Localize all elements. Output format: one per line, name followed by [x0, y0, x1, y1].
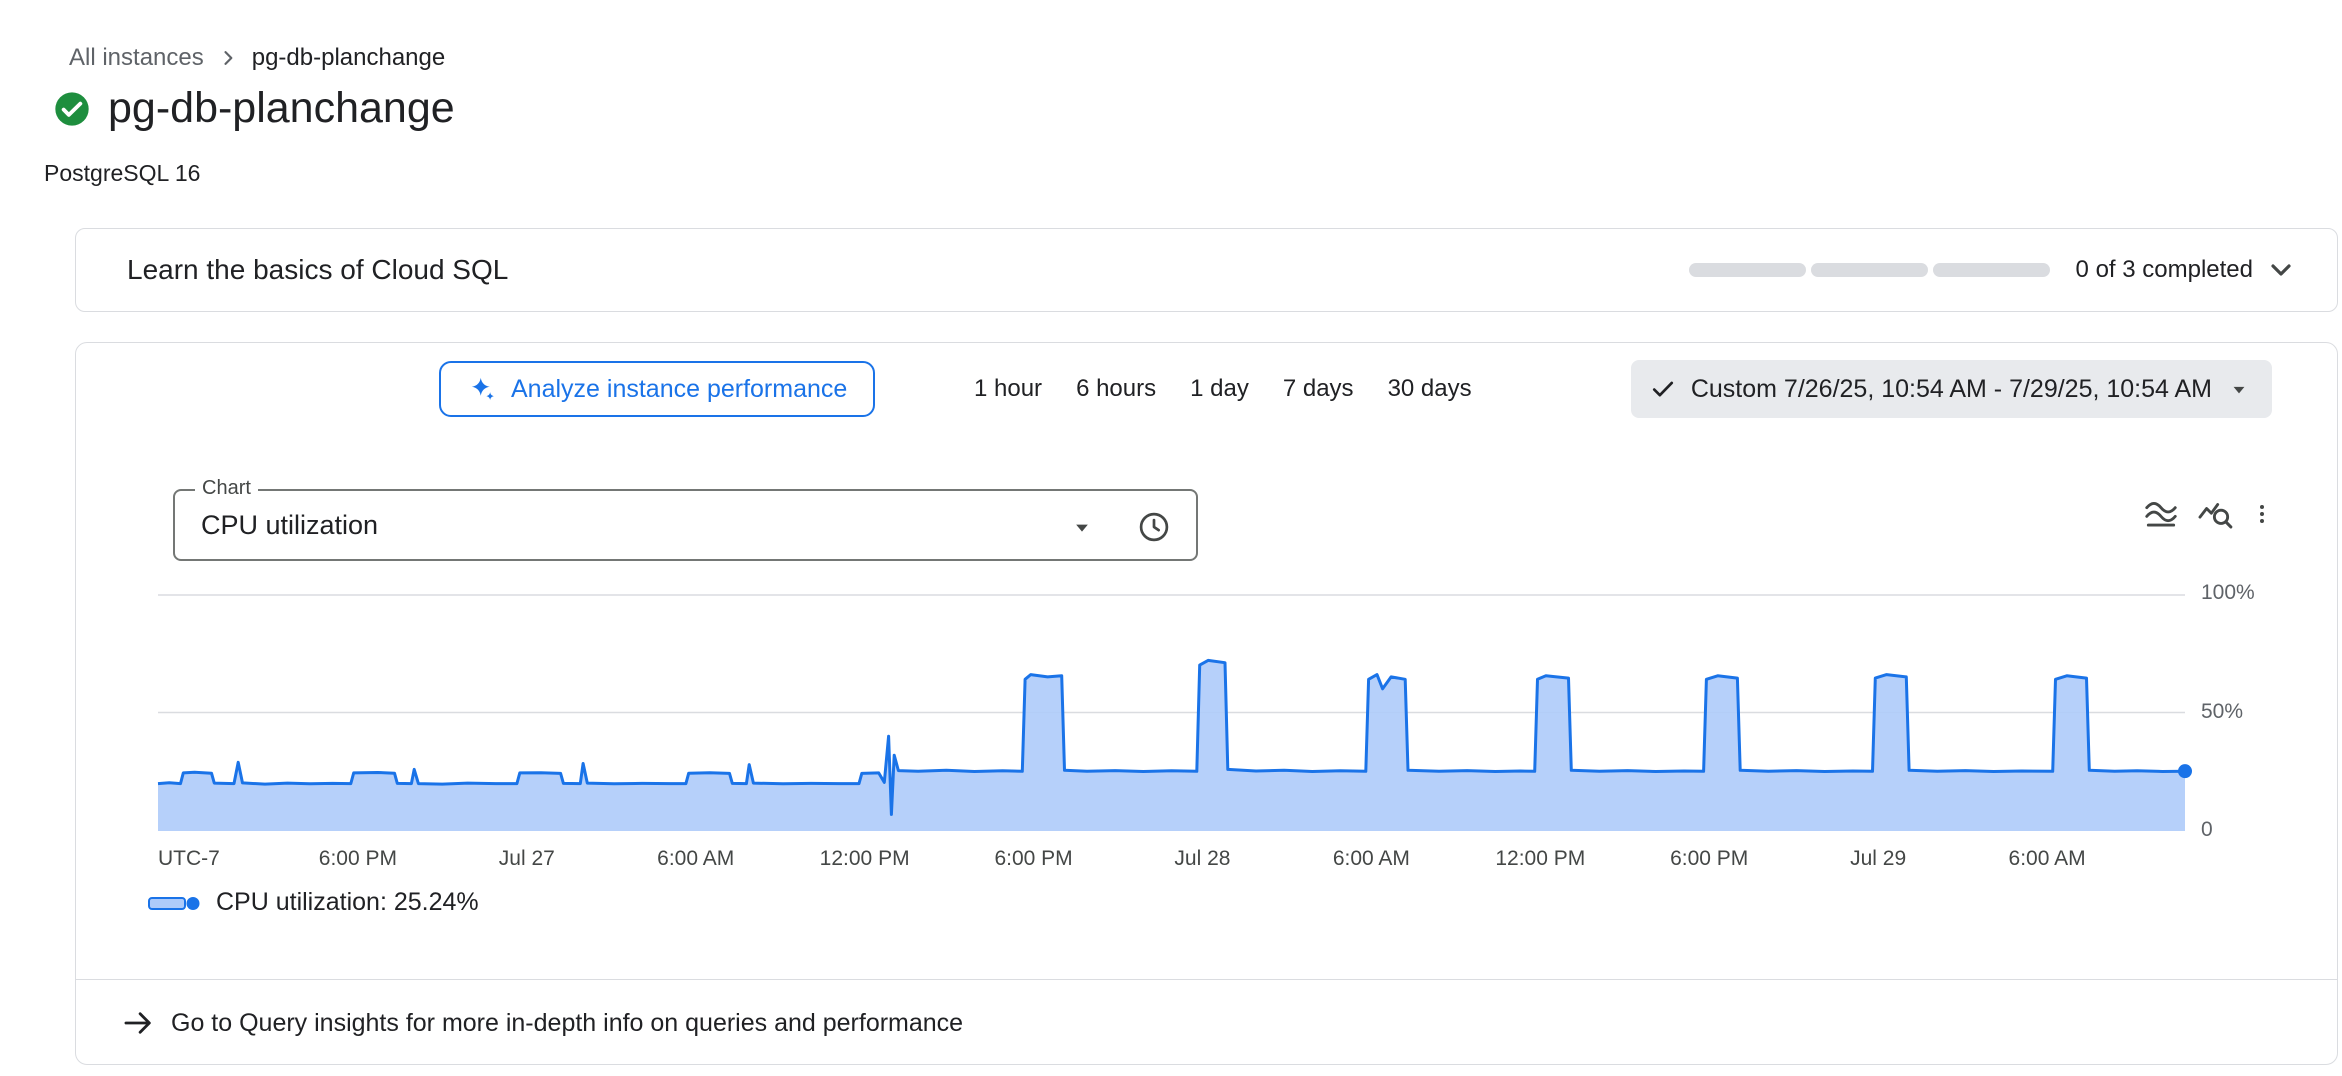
y-axis-labels: 100% 50% 0 [2201, 581, 2291, 841]
y-axis-label: 50% [2201, 699, 2244, 723]
legend-label: CPU utilization: 25.24% [216, 888, 479, 916]
range-30-days[interactable]: 30 days [1387, 375, 1472, 402]
query-insights-label: Go to Query insights for more in-depth i… [171, 1008, 964, 1037]
learn-basics-card: Learn the basics of Cloud SQL 0 of 3 com… [75, 228, 2338, 312]
clock-icon[interactable] [1136, 509, 1172, 545]
progress-text: 0 of 3 completed [2075, 256, 2253, 283]
range-7-days[interactable]: 7 days [1282, 375, 1354, 402]
x-axis-label: UTC-7 [158, 847, 220, 870]
breadcrumb: All instances pg-db-planchange [69, 44, 445, 72]
x-axis-label: Jul 29 [1850, 847, 1907, 870]
y-axis-label: 0 [2201, 818, 2213, 841]
cpu-utilization-chart [157, 594, 2192, 831]
dropdown-arrow-icon [2233, 386, 2245, 394]
chevron-right-icon [224, 51, 233, 65]
chart-select-value: CPU utilization [201, 509, 379, 540]
progress-segment [1810, 263, 1928, 277]
check-icon [1652, 381, 1673, 397]
range-1-day[interactable]: 1 day [1190, 375, 1249, 402]
x-axis-label: 6:00 AM [1332, 847, 1410, 870]
divider [76, 979, 2337, 980]
chart-toolbar [2142, 495, 2274, 533]
x-axis-label: 6:00 PM [1670, 847, 1749, 870]
x-axis-label: 6:00 PM [318, 847, 397, 870]
cpu-area-path [158, 660, 2185, 831]
custom-range-label: Custom 7/26/25, 10:54 AM - 7/29/25, 10:5… [1690, 374, 2212, 403]
cpu-line-path [157, 658, 2186, 816]
breadcrumb-current: pg-db-planchange [251, 44, 446, 71]
x-axis-label: 6:00 PM [994, 847, 1073, 870]
analyze-performance-label: Analyze instance performance [511, 374, 848, 403]
progress-segment [1932, 263, 2050, 277]
x-axis-label: 6:00 AM [657, 847, 735, 870]
range-1-hour[interactable]: 1 hour [974, 375, 1043, 402]
progress-segment [1688, 263, 1806, 277]
chevron-down-icon[interactable] [2265, 254, 2297, 286]
cpu-utilization-plot-area[interactable] [157, 594, 2192, 831]
title-row: pg-db-planchange [52, 84, 455, 133]
database-version: PostgreSQL 16 [44, 160, 201, 186]
select-caret-icon [1076, 524, 1088, 532]
chart-select-label: Chart [195, 477, 258, 500]
x-axis-label: 6:00 AM [2008, 847, 2086, 870]
custom-range-selector[interactable]: Custom 7/26/25, 10:54 AM - 7/29/25, 10:5… [1630, 360, 2272, 418]
x-axis-label: Jul 27 [498, 847, 555, 870]
chart-metric-select[interactable]: Chart CPU utilization [173, 477, 1198, 561]
more-options-icon[interactable] [2250, 495, 2274, 533]
range-6-hours[interactable]: 6 hours [1076, 375, 1157, 402]
x-axis-label: Jul 28 [1174, 847, 1231, 870]
chart-legend: CPU utilization: 25.24% [148, 888, 479, 917]
instance-running-status-icon [55, 91, 89, 126]
analyze-performance-button[interactable]: Analyze instance performance [439, 361, 876, 417]
query-insights-link[interactable]: Go to Query insights for more in-depth i… [121, 980, 963, 1066]
time-range-selector: 1 hour 6 hours 1 day 7 days 30 days [974, 361, 1472, 417]
breadcrumb-all-instances[interactable]: All instances [69, 44, 204, 71]
waves-icon[interactable] [2142, 495, 2180, 533]
arrow-forward-icon [124, 1012, 151, 1034]
monitoring-card: Analyze instance performance 1 hour 6 ho… [75, 342, 2338, 1065]
explore-chart-icon[interactable] [2196, 495, 2234, 533]
x-axis-label: 12:00 PM [819, 847, 910, 870]
page-title: pg-db-planchange [108, 84, 455, 132]
latest-point-dot [2178, 764, 2192, 779]
x-axis-labels: UTC-7 6:00 PM Jul 27 6:00 AM 12:00 PM 6:00 PM… [158, 847, 2185, 877]
y-axis-label: 100% [2201, 581, 2255, 604]
legend-swatch-icon [148, 896, 200, 910]
gridlines [158, 594, 2185, 714]
progress-bar [1688, 263, 2050, 277]
learn-card-title: Learn the basics of Cloud SQL [127, 254, 509, 285]
x-axis-label: 12:00 PM [1495, 847, 1586, 870]
sparkle-icon [471, 377, 495, 401]
